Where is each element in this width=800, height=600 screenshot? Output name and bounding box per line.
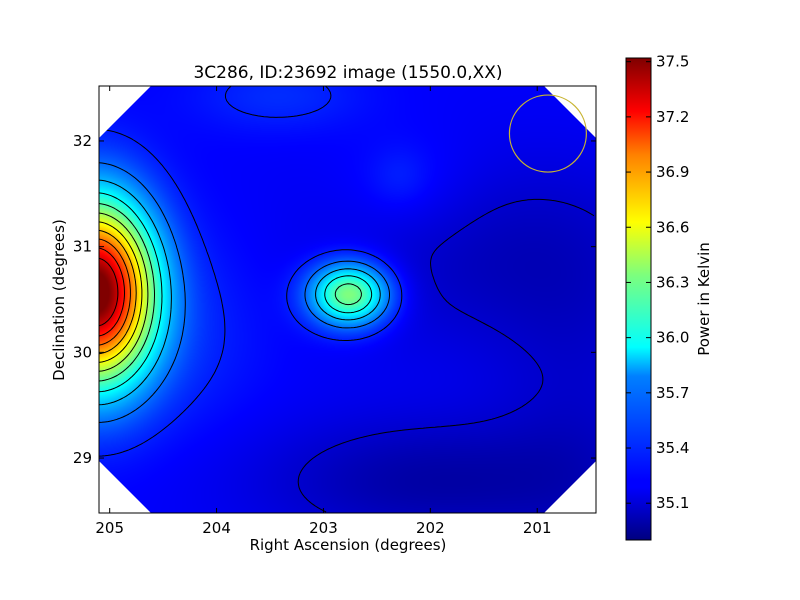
- chart-title: 3C286, ID:23692 image (1550.0,XX): [193, 63, 502, 83]
- colorbar-ticks: 35.1 35.4 35.7 36.0 36.3 36.6 36.9 37.2 37.5: [626, 53, 689, 512]
- corner-mask: [99, 86, 151, 138]
- contour-line: [99, 221, 143, 363]
- y-axis-label: Declination (degrees): [50, 219, 68, 381]
- contour-lines: [99, 86, 595, 513]
- colorbar-tick-label: 35.7: [656, 384, 689, 402]
- colorbar-tick-label: 37.5: [656, 53, 689, 71]
- colorbar-tick-label: 35.1: [656, 494, 689, 512]
- contour-line: [99, 257, 119, 327]
- corner-mask: [99, 461, 151, 513]
- colorbar-tick-label: 36.3: [656, 273, 689, 291]
- x-tick-label: 203: [309, 519, 338, 537]
- colorbar-tick-label: 37.2: [656, 108, 689, 126]
- colorbar-tick-label: 35.4: [656, 439, 689, 457]
- contour-line: [99, 192, 373, 393]
- contour-line: [99, 247, 125, 337]
- colorbar-tick-label: 36.6: [656, 218, 689, 236]
- x-tick-label: 204: [202, 519, 231, 537]
- y-tick-label: 32: [73, 132, 92, 150]
- colorbar-tick-label: 36.0: [656, 329, 689, 347]
- contour-line: [99, 162, 390, 423]
- contour-line: [297, 198, 595, 513]
- contour-line: [99, 212, 149, 372]
- contour-line: [99, 179, 381, 406]
- colorbar-tick-label: 36.9: [656, 163, 689, 181]
- image-corners: [99, 86, 596, 513]
- colorbar: 35.1 35.4 35.7 36.0 36.3 36.6 36.9 37.2 37.5 Pow…: [625, 53, 713, 541]
- contour-line: [99, 238, 131, 346]
- x-tick-label: 202: [416, 519, 445, 537]
- colorbar-label: Power in Kelvin: [695, 242, 713, 356]
- y-axis: 29 30 31 32: [73, 132, 596, 467]
- y-tick-label: 31: [73, 238, 92, 256]
- colorbar-gradient: [625, 57, 652, 541]
- x-tick-label: 201: [523, 519, 552, 537]
- y-tick-label: 29: [73, 449, 92, 467]
- corner-mask: [544, 461, 596, 513]
- x-tick-label: 205: [95, 519, 124, 537]
- x-axis: 205 204 203 202 201: [95, 86, 552, 537]
- heatmap-image: [99, 86, 596, 513]
- x-axis-label: Right Ascension (degrees): [250, 536, 447, 554]
- contour-line: [99, 229, 137, 355]
- plot-area: [98, 85, 597, 514]
- y-tick-label: 30: [73, 343, 92, 361]
- beam-circle: [508, 94, 587, 173]
- plot-frame: [98, 85, 597, 514]
- contour-line: [99, 86, 403, 457]
- corner-mask: [544, 86, 596, 138]
- contour-line: [99, 203, 362, 382]
